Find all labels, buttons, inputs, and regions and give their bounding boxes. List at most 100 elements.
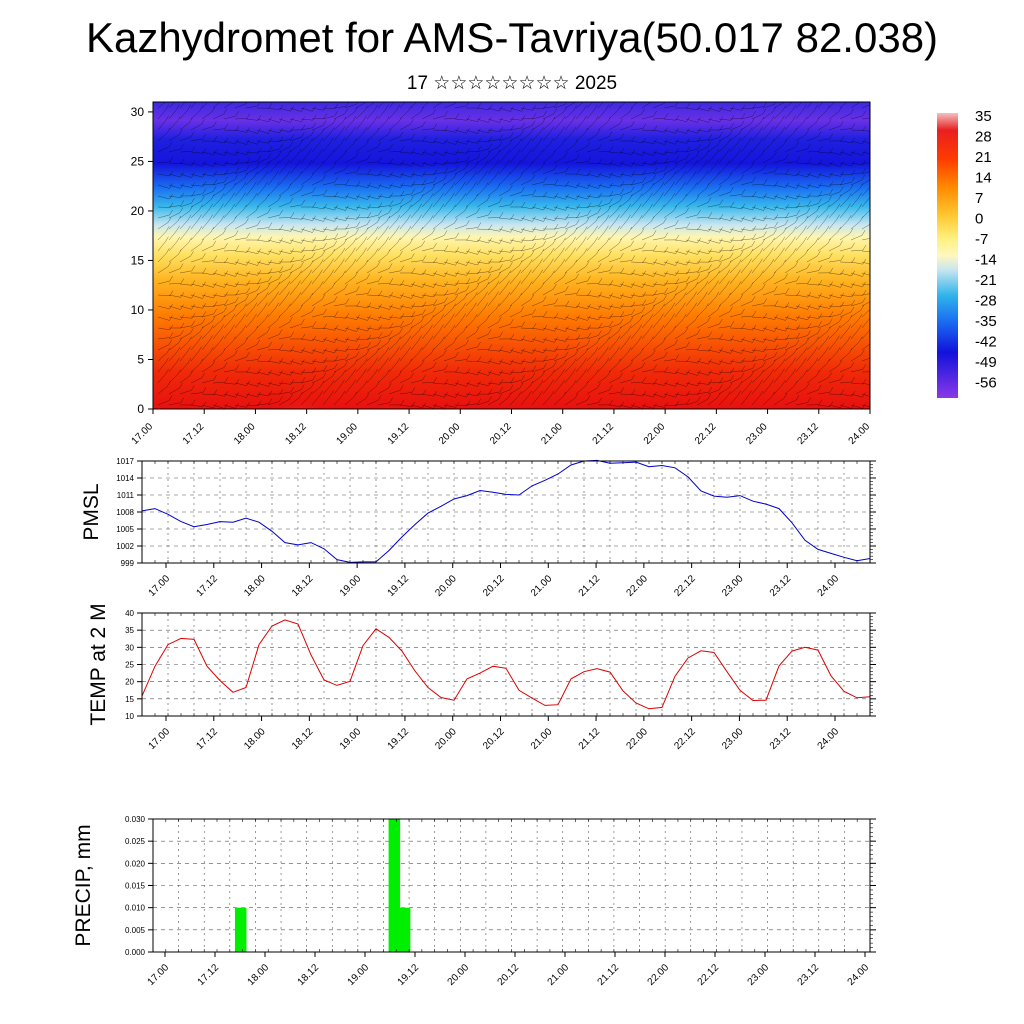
x-tick-label: 19.00 [335, 421, 361, 447]
x-tick-label: 18.00 [232, 421, 258, 447]
x-tick-label: 24.00 [816, 726, 842, 752]
x-tick-label: 21.00 [539, 421, 565, 447]
colorbar-labels: 35 28 21 14 7 0 -7 -14 -21 -28 -35 -42 -49 -56 [975, 108, 997, 392]
y-tick-label: 5 [137, 352, 144, 366]
y-tick-label: 10 [125, 712, 134, 721]
y-tick-label: 20 [125, 678, 134, 687]
colorbar-label: -56 [975, 375, 997, 392]
pmsl-panel: 999 1002 1005 1008 1011 1014 1017 17.00 17.12 18.… [80, 457, 876, 599]
x-tick-label: 23.00 [744, 421, 770, 447]
x-tick-label: 18.12 [290, 573, 316, 599]
x-tick-label: 19.00 [338, 573, 364, 599]
colorbar-label: 28 [975, 129, 992, 146]
x-tick-label: 17.00 [130, 421, 156, 447]
temperature-cross-section: 0 5 10 15 20 25 30 17.00 17.12 18.00 18.12 19.00 19… [130, 101, 873, 447]
x-tick-label: 20.00 [446, 962, 472, 988]
y-tick-label: 0.025 [125, 837, 146, 846]
y-tick-label: 0.030 [125, 815, 146, 824]
y-tick-label: 40 [125, 609, 134, 618]
heatmap-y-axis: 0 5 10 15 20 25 30 [131, 105, 153, 416]
x-tick-label: 23.00 [720, 573, 746, 599]
x-tick-label: 21.00 [546, 962, 572, 988]
colorbar-label: -7 [975, 231, 988, 248]
x-tick-label: 22.12 [672, 573, 698, 599]
x-tick-label: 20.12 [481, 573, 507, 599]
x-tick-label: 23.12 [796, 962, 822, 988]
x-tick-label: 18.00 [242, 573, 268, 599]
x-tick-label: 22.12 [693, 421, 719, 447]
colorbar-label: 35 [975, 108, 992, 125]
series-line [141, 459, 871, 563]
y-tick-label: 1011 [117, 491, 135, 500]
precip-bar [234, 907, 247, 952]
colorbar-label: -14 [975, 252, 997, 269]
heatmap-x-axis: 17.00 17.12 18.00 18.12 19.00 19.12 20.00 20.12… [130, 409, 873, 447]
x-tick-label: 20.12 [481, 726, 507, 752]
x-tick-label: 19.00 [338, 726, 364, 752]
x-tick-label: 22.00 [625, 573, 651, 599]
x-tick-label: 22.00 [625, 726, 651, 752]
x-tick-label: 22.00 [646, 962, 672, 988]
x-tick-label: 24.00 [847, 421, 873, 447]
x-tick-label: 18.12 [290, 726, 316, 752]
precip-bar [398, 907, 411, 952]
x-tick-label: 23.12 [795, 421, 821, 447]
y-tick-label: 0.020 [125, 859, 146, 868]
x-tick-label: 22.12 [672, 726, 698, 752]
x-tick-label: 17.00 [147, 726, 173, 752]
colorbar-label: 21 [975, 149, 992, 166]
x-tick-label: 19.12 [386, 726, 412, 752]
series-line [141, 619, 871, 710]
chart-subtitle: 17 ☆☆☆☆☆☆☆☆ 2025 [406, 73, 618, 94]
y-tick-label: 20 [131, 204, 145, 218]
y-tick-label: 1005 [116, 525, 134, 534]
x-tick-label: 21.12 [591, 421, 617, 447]
x-tick-label: 21.12 [596, 962, 622, 988]
y-tick-label: 25 [125, 661, 134, 670]
colorbar-label: -28 [975, 293, 997, 310]
x-tick-label: 23.00 [720, 726, 746, 752]
x-tick-label: 17.12 [194, 726, 220, 752]
x-tick-label: 21.00 [529, 573, 555, 599]
y-tick-label: 25 [131, 154, 145, 168]
y-tick-label: 0.015 [125, 882, 146, 891]
y-tick-label: 10 [131, 303, 145, 317]
y-tick-label: 30 [131, 105, 145, 119]
y-axis-label: PMSL [80, 483, 103, 540]
x-tick-label: 17.00 [146, 962, 172, 988]
precip-panel: 0.000 0.005 0.010 0.015 0.020 0.025 0.030 17.00… [72, 815, 876, 988]
colorbar-label: 0 [975, 211, 983, 228]
y-tick-label: 0.005 [125, 926, 146, 935]
y-tick-label: 0 [137, 402, 144, 416]
y-tick-label: 1014 [116, 474, 134, 483]
x-tick-label: 19.12 [386, 421, 412, 447]
x-tick-label: 21.00 [529, 726, 555, 752]
x-tick-label: 21.12 [577, 726, 603, 752]
colorbar-label: -21 [975, 272, 997, 289]
x-tick-label: 17.00 [147, 573, 173, 599]
x-tick-label: 23.00 [746, 962, 772, 988]
y-axis-label: PRECIP, mm [72, 824, 95, 946]
y-tick-label: 30 [125, 643, 134, 652]
colorbar-label: -49 [975, 354, 997, 371]
colorbar-label: 14 [975, 170, 992, 187]
colorbar-label: -35 [975, 313, 997, 330]
y-tick-label: 15 [131, 253, 145, 267]
precip-bar [388, 819, 401, 952]
y-axis-label: TEMP at 2 M [87, 603, 110, 725]
x-tick-label: 24.00 [846, 962, 872, 988]
y-tick-label: 0.000 [125, 948, 146, 957]
y-tick-label: 0.010 [125, 904, 146, 913]
x-tick-label: 19.12 [396, 962, 422, 988]
x-tick-label: 20.12 [488, 421, 514, 447]
x-tick-label: 18.12 [296, 962, 322, 988]
x-tick-label: 22.00 [642, 421, 668, 447]
y-tick-label: 35 [125, 626, 134, 635]
x-tick-label: 20.00 [433, 726, 459, 752]
colorbar-label: -42 [975, 334, 997, 351]
x-tick-label: 23.12 [768, 726, 794, 752]
x-tick-label: 24.00 [816, 573, 842, 599]
y-tick-label: 1002 [116, 542, 134, 551]
colorbar-label: 7 [975, 190, 983, 207]
